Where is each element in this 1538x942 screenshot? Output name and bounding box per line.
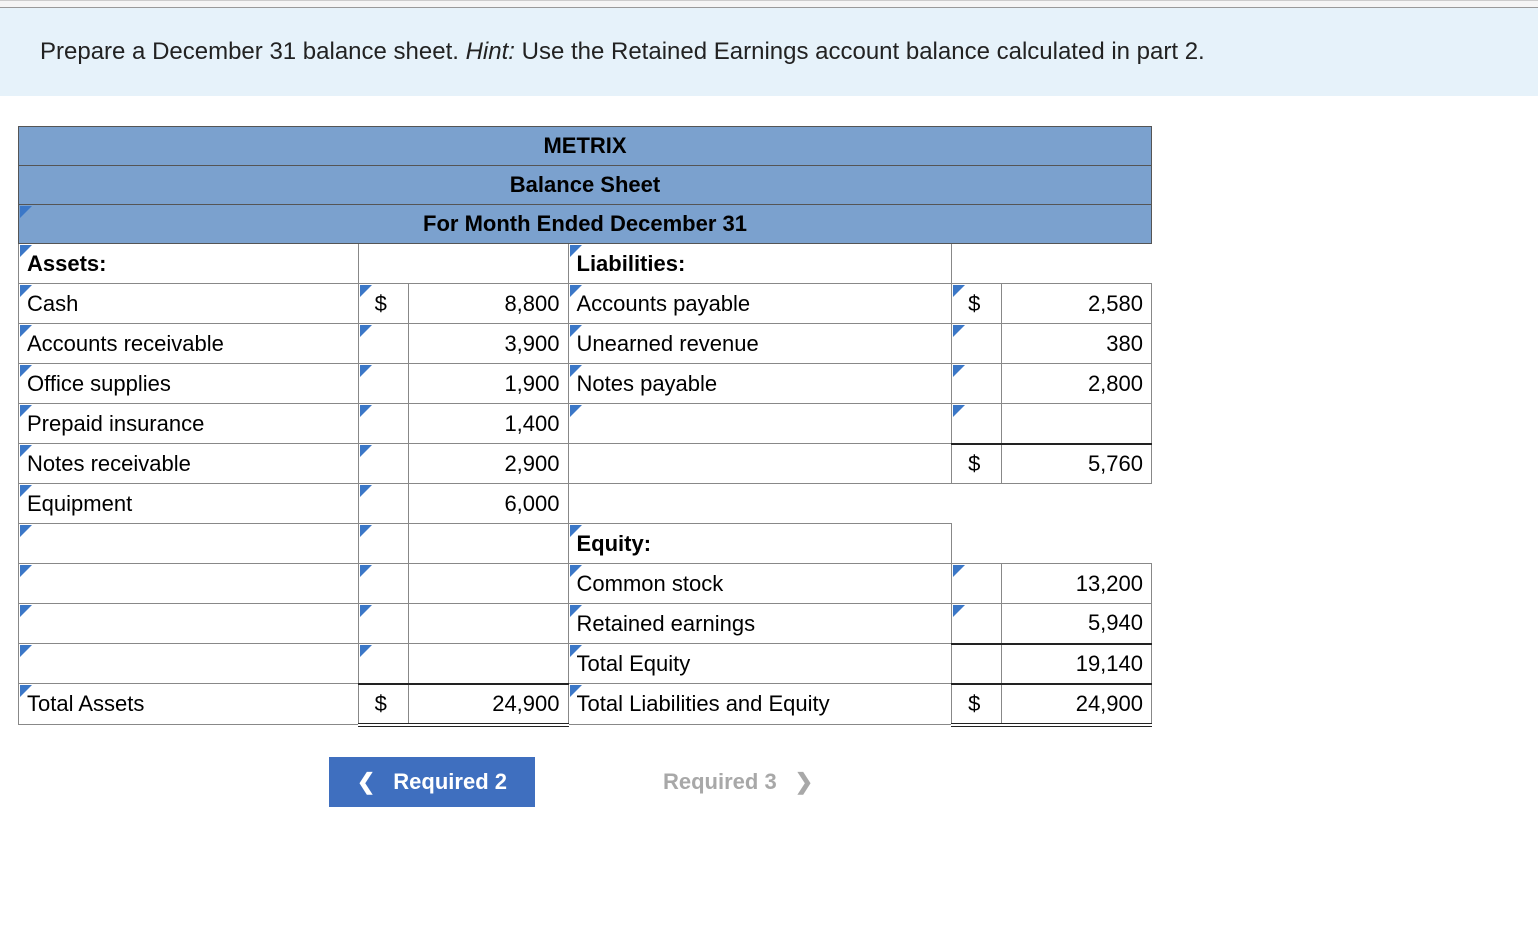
liab-total-label [568,444,952,484]
hint-text: Use the Retained Earnings account balanc… [522,38,1205,65]
asset-blank1-value[interactable] [408,524,568,564]
liab-ap-label[interactable]: Accounts payable [568,284,952,324]
instruction-panel: Prepare a December 31 balance sheet. Hin… [0,8,1538,96]
liab-empty-value[interactable] [1002,404,1152,444]
asset-prepaid-label[interactable]: Prepaid insurance [19,404,359,444]
asset-cash-value[interactable]: 8,800 [408,284,568,324]
hint-label: Hint: [466,38,515,65]
total-assets-label[interactable]: Total Assets [19,684,359,725]
liab-empty-currency[interactable] [952,404,1002,444]
balance-sheet-table: METRIX Balance Sheet For Month Ended Dec… [18,126,1152,727]
asset-blank3-value[interactable] [408,604,568,644]
liab-total-value: 5,760 [1002,444,1152,484]
equity-total-value: 19,140 [1002,644,1152,684]
asset-cash-label[interactable]: Cash [19,284,359,324]
liab-unearned-currency[interactable] [952,324,1002,364]
liab-ap-currency[interactable]: $ [952,284,1002,324]
asset-blank4-currency[interactable] [358,644,408,684]
equity-retained-label[interactable]: Retained earnings [568,604,952,644]
asset-cash-currency[interactable]: $ [358,284,408,324]
asset-blank4-value[interactable] [408,644,568,684]
assets-header[interactable]: Assets: [19,244,359,284]
asset-ar-currency[interactable] [358,324,408,364]
prev-button-label: Required 2 [393,769,507,795]
period-cell[interactable]: For Month Ended December 31 [19,205,1152,244]
next-button[interactable]: Required 3 ❯ [635,757,841,807]
total-le-value: 24,900 [1002,684,1152,725]
asset-blank2-currency[interactable] [358,564,408,604]
instruction-text: Prepare a December 31 balance sheet. [40,38,466,65]
liab-empty-label[interactable] [568,404,952,444]
equity-header[interactable]: Equity: [568,524,952,564]
sheet-title: Balance Sheet [19,166,1152,205]
equity-retained-value[interactable]: 5,940 [1002,604,1152,644]
chevron-right-icon: ❯ [795,769,813,795]
liab-notes-value[interactable]: 2,800 [1002,364,1152,404]
equity-common-currency[interactable] [952,564,1002,604]
total-assets-value: 24,900 [408,684,568,725]
chevron-left-icon: ❮ [357,769,375,795]
asset-blank4-label[interactable] [19,644,359,684]
equity-retained-currency[interactable] [952,604,1002,644]
asset-blank3-label[interactable] [19,604,359,644]
liab-unearned-label[interactable]: Unearned revenue [568,324,952,364]
asset-blank2-value[interactable] [408,564,568,604]
asset-blank3-currency[interactable] [358,604,408,644]
nav-buttons: ❮ Required 2 Required 3 ❯ [18,757,1152,807]
equity-common-value[interactable]: 13,200 [1002,564,1152,604]
liab-notes-label[interactable]: Notes payable [568,364,952,404]
equity-common-label[interactable]: Common stock [568,564,952,604]
asset-blank2-label[interactable] [19,564,359,604]
asset-blank1-label[interactable] [19,524,359,564]
asset-blank1-currency[interactable] [358,524,408,564]
total-le-label[interactable]: Total Liabilities and Equity [568,684,952,725]
company-name: METRIX [19,127,1152,166]
asset-equipment-label[interactable]: Equipment [19,484,359,524]
ruler-bar [0,0,1538,8]
asset-equipment-currency[interactable] [358,484,408,524]
asset-supplies-currency[interactable] [358,364,408,404]
equity-total-currency [952,644,1002,684]
liab-notes-currency[interactable] [952,364,1002,404]
asset-supplies-value[interactable]: 1,900 [408,364,568,404]
liab-ap-value[interactable]: 2,580 [1002,284,1152,324]
asset-ar-value[interactable]: 3,900 [408,324,568,364]
prev-button[interactable]: ❮ Required 2 [329,757,535,807]
next-button-label: Required 3 [663,769,777,795]
liabilities-header[interactable]: Liabilities: [568,244,952,284]
asset-equipment-value[interactable]: 6,000 [408,484,568,524]
asset-prepaid-currency[interactable] [358,404,408,444]
liab-total-currency: $ [952,444,1002,484]
total-assets-currency: $ [358,684,408,725]
liab-unearned-value[interactable]: 380 [1002,324,1152,364]
equity-total-label[interactable]: Total Equity [568,644,952,684]
asset-notes-value[interactable]: 2,900 [408,444,568,484]
total-le-currency: $ [952,684,1002,725]
asset-ar-label[interactable]: Accounts receivable [19,324,359,364]
asset-prepaid-value[interactable]: 1,400 [408,404,568,444]
asset-notes-label[interactable]: Notes receivable [19,444,359,484]
asset-notes-currency[interactable] [358,444,408,484]
asset-supplies-label[interactable]: Office supplies [19,364,359,404]
